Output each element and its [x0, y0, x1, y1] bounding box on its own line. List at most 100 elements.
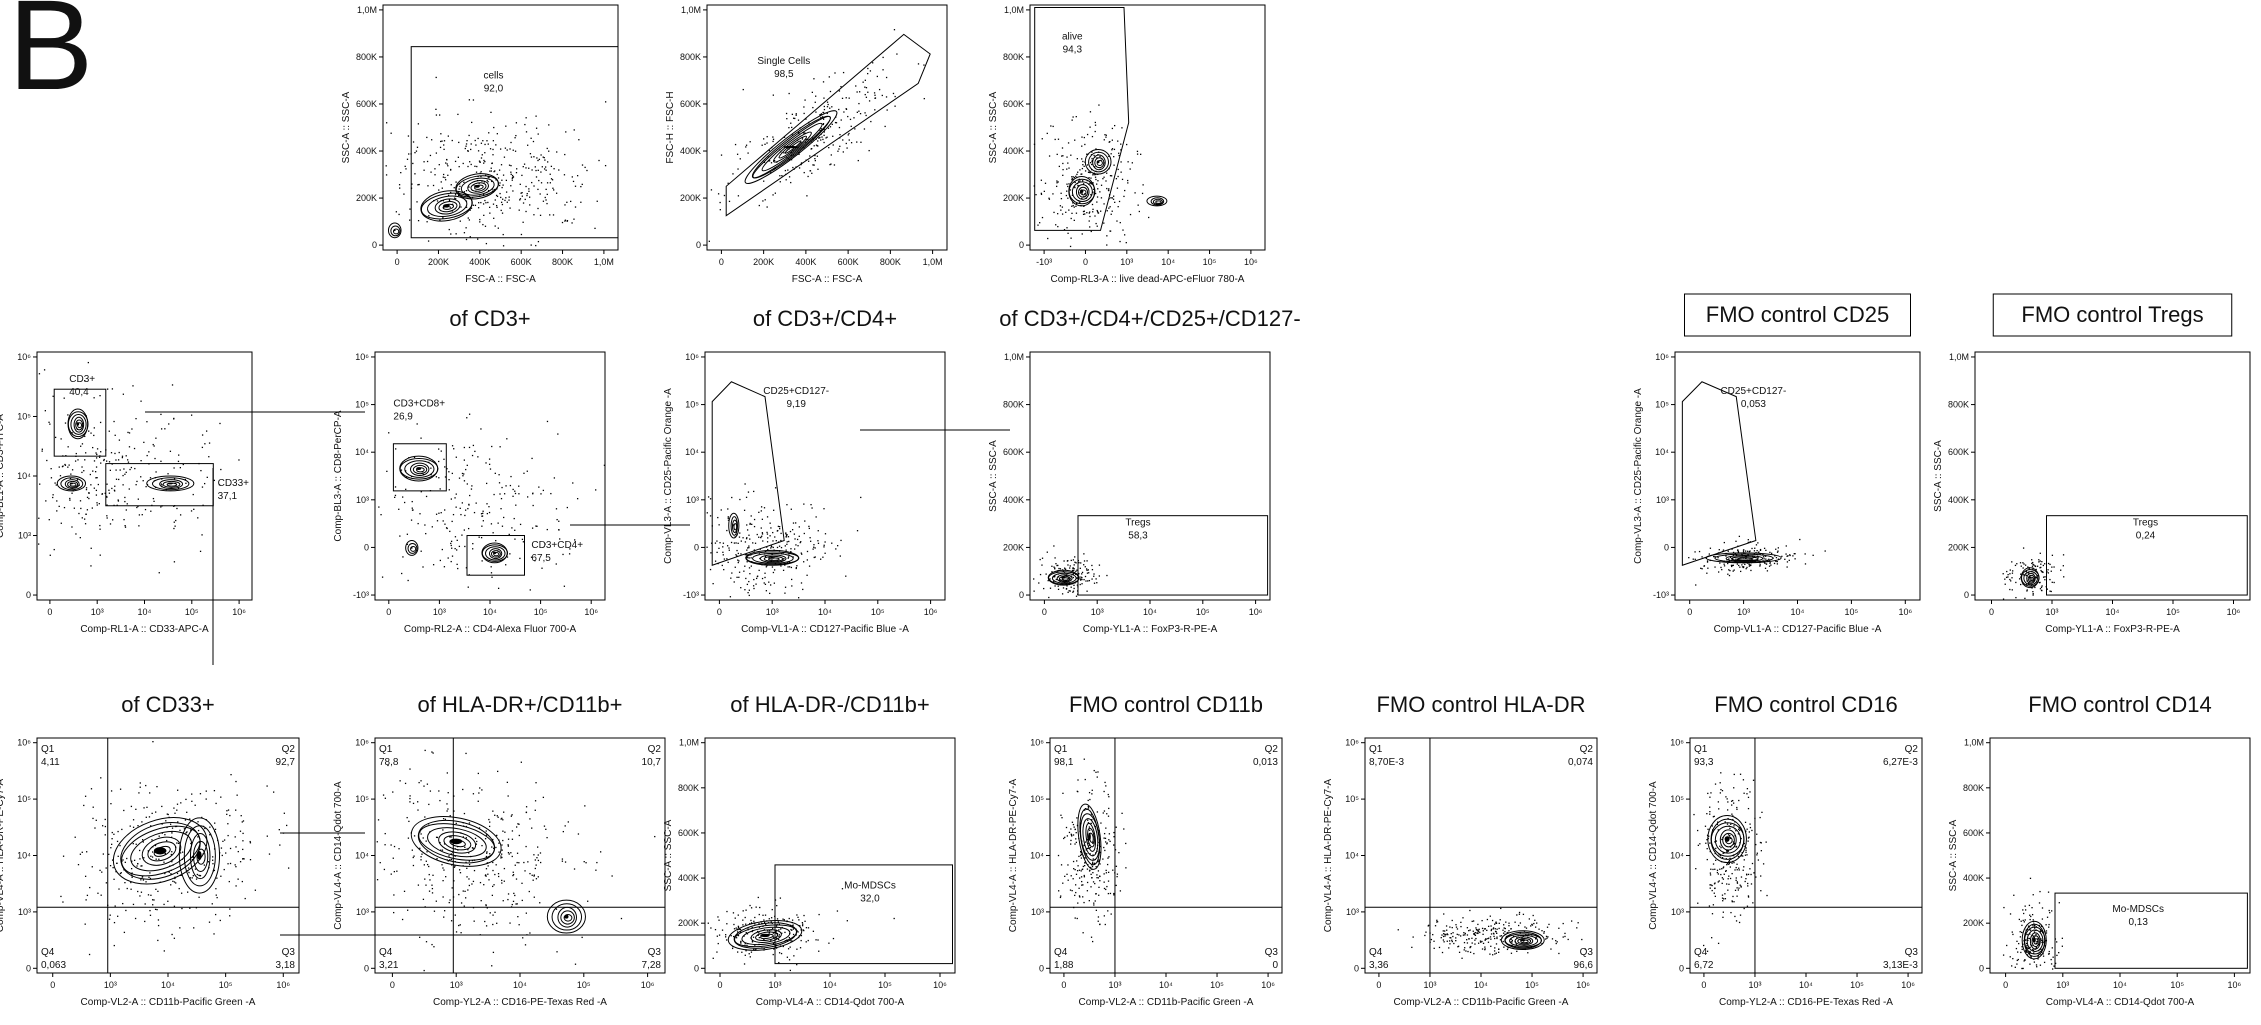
event-dot	[1726, 823, 1729, 825]
event-dot	[1739, 566, 1741, 568]
plot-frame	[36, 737, 300, 974]
event-dot	[1781, 555, 1783, 558]
event-dot	[775, 925, 778, 927]
event-dot	[468, 446, 471, 449]
event-dot	[1737, 545, 1739, 547]
event-dot	[473, 869, 476, 872]
event-dot	[723, 568, 725, 571]
event-dot	[736, 153, 739, 155]
event-dot	[460, 932, 462, 934]
event-dot	[1096, 582, 1098, 584]
event-dot	[1103, 832, 1106, 835]
event-dot	[209, 826, 211, 828]
event-dot	[465, 861, 467, 864]
event-dot	[518, 924, 520, 926]
event-dot	[1077, 902, 1079, 904]
event-dot	[792, 928, 795, 930]
event-dot	[420, 780, 422, 782]
event-dot	[1080, 173, 1082, 175]
event-dot	[795, 114, 797, 116]
event-dot	[735, 937, 738, 939]
contour-line	[2023, 923, 2046, 957]
event-dot	[747, 152, 749, 154]
event-dot	[435, 900, 437, 902]
event-dot	[79, 537, 81, 539]
event-dot	[458, 188, 460, 190]
event-dot	[73, 507, 76, 509]
quadrant-label: Q2	[1905, 744, 1919, 755]
event-dot	[1115, 884, 1117, 887]
event-dot	[484, 920, 486, 923]
event-dot	[79, 853, 82, 855]
contour-line	[67, 480, 79, 488]
event-dot	[1103, 846, 1105, 849]
event-dot	[478, 792, 480, 794]
event-dot	[506, 781, 509, 784]
event-dot	[754, 916, 756, 919]
event-dot	[462, 475, 464, 477]
event-dot	[1728, 875, 1730, 877]
y-tick-label: 0	[1019, 590, 1024, 600]
event-dot	[784, 586, 787, 588]
event-dot	[1765, 558, 1767, 560]
event-dot	[1740, 886, 1742, 888]
event-dot	[449, 859, 451, 861]
event-dot	[1113, 148, 1116, 151]
event-dot	[1804, 563, 1807, 565]
event-dot	[99, 554, 101, 556]
event-dot	[534, 166, 536, 168]
event-dot	[1450, 932, 1452, 935]
event-dot	[549, 182, 552, 184]
y-tick-label: 200K	[1948, 542, 1969, 552]
event-dot	[84, 875, 87, 877]
event-dot	[1727, 878, 1729, 880]
event-dot	[140, 891, 143, 893]
event-dot	[1080, 576, 1082, 578]
x-tick-label: 10³	[766, 607, 779, 617]
event-dot	[171, 860, 173, 863]
event-dot	[2045, 924, 2047, 926]
event-dot	[751, 940, 754, 942]
contour-core	[564, 914, 569, 919]
event-dot	[1460, 925, 1462, 928]
event-dot	[1450, 937, 1452, 939]
event-dot	[747, 557, 749, 559]
event-dot	[1752, 779, 1755, 781]
event-dot	[529, 932, 531, 934]
event-dot	[425, 860, 427, 862]
event-dot	[758, 932, 760, 934]
event-dot	[717, 562, 719, 565]
plot-title: FMO control Tregs	[2021, 302, 2203, 327]
event-dot	[426, 863, 429, 866]
contour-line	[147, 841, 177, 862]
event-dot	[433, 946, 435, 948]
event-dot	[205, 790, 207, 792]
event-dot	[177, 460, 180, 463]
event-dot	[1759, 548, 1762, 551]
y-tick-label: 10⁶	[1670, 738, 1684, 748]
event-dot	[446, 803, 448, 805]
event-dot	[446, 159, 448, 161]
event-dot	[791, 113, 794, 116]
event-dot	[109, 914, 111, 916]
event-dot	[791, 529, 794, 531]
event-dot	[1719, 792, 1722, 794]
event-dot	[586, 169, 588, 172]
event-dot	[2042, 576, 2045, 578]
event-dot	[511, 814, 513, 816]
event-dot	[1494, 928, 1496, 930]
event-dot	[386, 470, 388, 473]
event-dot	[235, 885, 237, 887]
event-dot	[177, 821, 179, 823]
event-dot	[449, 530, 451, 533]
event-dot	[483, 162, 485, 164]
event-dot	[1411, 946, 1413, 949]
event-dot	[1089, 111, 1092, 113]
event-dot	[805, 927, 808, 929]
event-dot	[1056, 180, 1058, 182]
event-dot	[2018, 942, 2020, 945]
event-dot	[1481, 919, 1483, 922]
event-dot	[1073, 868, 1075, 870]
event-dot	[2038, 561, 2040, 563]
event-dot	[1531, 923, 1533, 926]
